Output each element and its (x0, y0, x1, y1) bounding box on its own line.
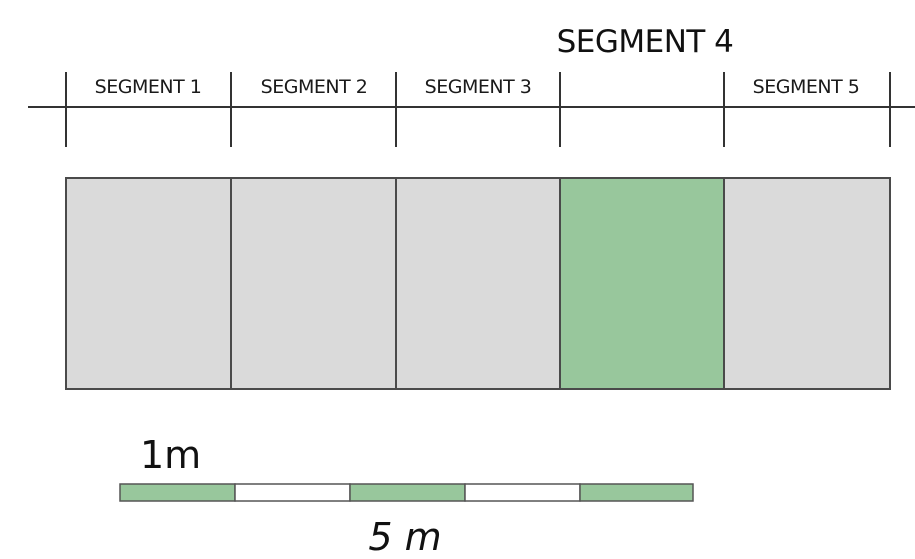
scale-division-5 (579, 483, 694, 502)
scale-bar (119, 483, 694, 502)
segment-block-1 (65, 177, 232, 390)
segment-block-3 (395, 177, 561, 390)
segment-blocks (65, 177, 891, 390)
scale-division-1 (119, 483, 236, 502)
segment-block-4 (559, 177, 725, 390)
ruler-ticks (65, 72, 891, 147)
segment-label-5: SEGMENT 5 (753, 76, 860, 98)
scale-unit-label: 1m (140, 433, 201, 477)
scale-division-3 (349, 483, 466, 502)
segment-block-2 (230, 177, 397, 390)
segment-label-1: SEGMENT 1 (95, 76, 202, 98)
scale-division-2 (234, 483, 351, 502)
segment-label-2: SEGMENT 2 (261, 76, 368, 98)
scale-division-4 (464, 483, 581, 502)
highlight-title: SEGMENT 4 (557, 24, 734, 60)
segment-label-3: SEGMENT 3 (425, 76, 532, 98)
scale-total-label: 5 m (368, 515, 441, 559)
segment-block-5 (723, 177, 891, 390)
